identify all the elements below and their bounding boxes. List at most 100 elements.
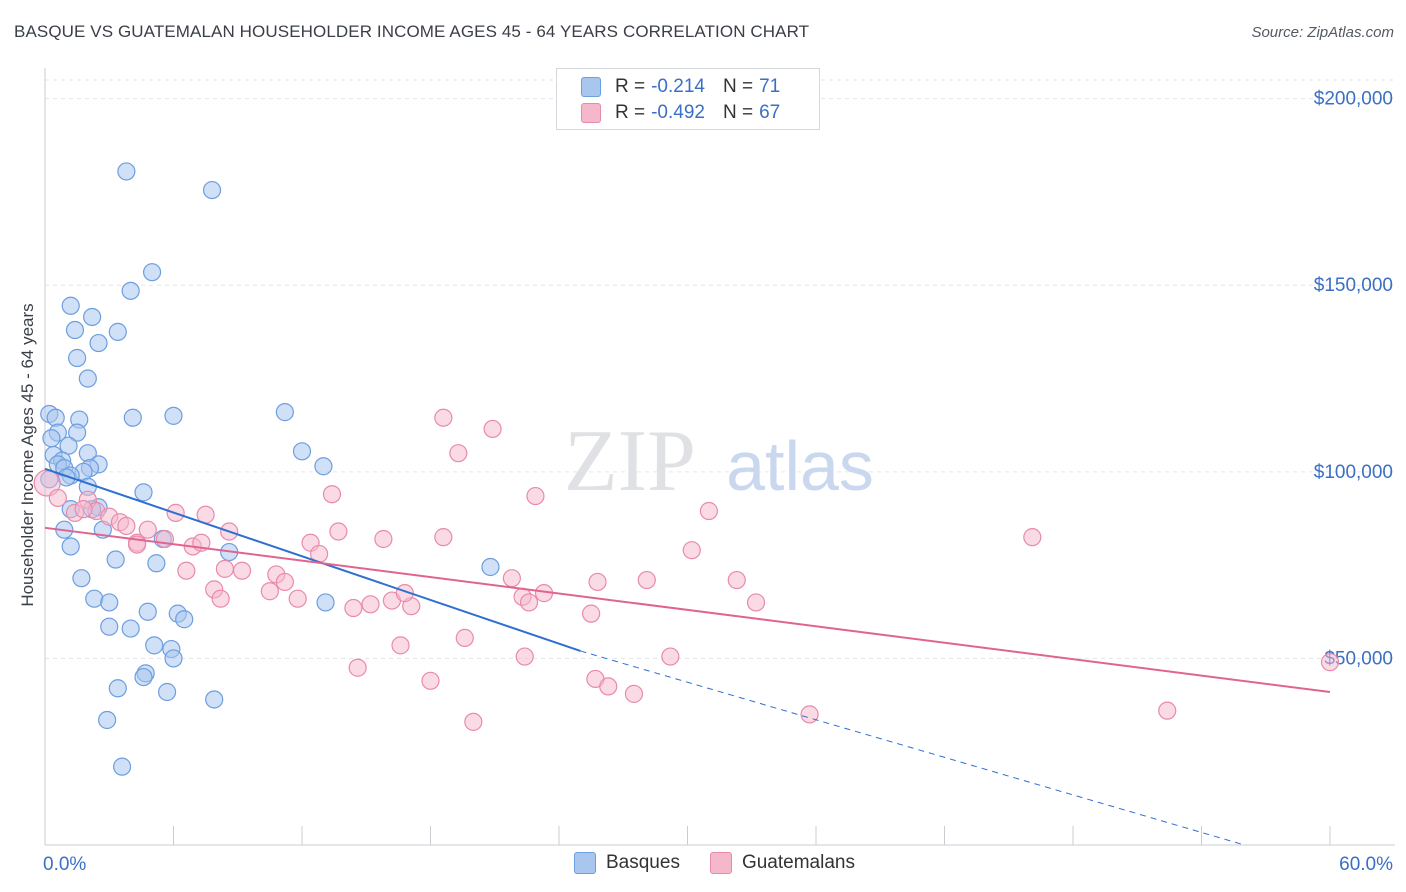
basques-point	[142, 263, 162, 282]
basques-point	[314, 457, 333, 476]
basques-point	[100, 617, 119, 636]
basques-point	[65, 320, 85, 340]
basques-point	[108, 322, 127, 341]
guatemalans-point	[232, 561, 252, 580]
watermark: ZIP atlas	[564, 413, 874, 510]
basques-point	[164, 406, 183, 425]
guatemalans-point	[464, 712, 483, 731]
r-label: R =	[615, 76, 646, 97]
guatemalans-point	[519, 593, 539, 612]
r-value: -0.214	[651, 76, 705, 97]
basques-point	[108, 679, 127, 698]
guatemalans-point	[344, 598, 363, 618]
guatemalans-point	[515, 647, 534, 666]
guatemalans-point	[215, 559, 234, 578]
legend-row-guatemalans: R = -0.492 N = 67	[581, 101, 780, 125]
series-legend: Basques Guatemalans	[574, 852, 885, 874]
guatemalans-legend-swatch	[709, 852, 732, 874]
x-tick-label: 60.0%	[1339, 854, 1393, 875]
guatemalans-point	[288, 589, 307, 608]
basques-point	[164, 649, 183, 668]
guatemalans-point	[177, 561, 196, 580]
basques-point	[121, 619, 140, 638]
basques-point	[46, 408, 65, 427]
guatemalans-point	[434, 408, 453, 427]
guatemalans-point	[582, 604, 601, 623]
guatemalans-point	[434, 528, 453, 547]
guatemalans-swatch	[581, 103, 601, 123]
guatemalans-point	[211, 589, 230, 608]
guatemalans-point	[746, 593, 766, 612]
basques-point	[68, 423, 87, 442]
x-tick-label: 0.0%	[43, 854, 86, 875]
r-value: -0.492	[651, 102, 705, 123]
basques-point	[138, 602, 157, 621]
basques-point	[85, 589, 104, 608]
basques-point	[157, 682, 177, 702]
guatemalans-point	[1023, 528, 1042, 547]
basques-legend-label: Basques	[606, 852, 680, 873]
basques-swatch	[581, 77, 601, 97]
basques-point	[61, 537, 80, 556]
guatemalans-point	[1158, 701, 1177, 720]
basques-point	[117, 162, 136, 181]
basques-point	[100, 593, 119, 612]
basques-point	[147, 554, 166, 573]
guatemalans-point	[260, 582, 279, 601]
n-value: 67	[759, 102, 781, 123]
guatemalans-point	[800, 705, 819, 724]
y-tick-label: $100,000	[1314, 462, 1393, 483]
r-label: R =	[615, 102, 646, 123]
basques-point	[112, 757, 132, 776]
guatemalans-point	[329, 522, 348, 541]
basques-point	[68, 348, 87, 368]
guatemalans-point	[502, 569, 521, 588]
legend-item-guatemalans[interactable]: Guatemalans	[709, 852, 855, 874]
basques-trend-extension	[580, 650, 1247, 845]
basques-point	[481, 557, 500, 577]
basques-point	[316, 593, 335, 612]
guatemalans-points	[33, 408, 1340, 731]
guatemalans-point	[624, 684, 644, 703]
trend-lines	[44, 467, 1331, 845]
watermark-zip: ZIP	[564, 413, 696, 510]
basques-point	[78, 369, 97, 388]
guatemalans-point	[138, 520, 157, 539]
basques-point	[134, 483, 153, 502]
guatemalans-point	[661, 647, 680, 666]
guatemalans-point	[421, 671, 440, 690]
guatemalans-point	[275, 572, 294, 592]
basques-legend-swatch	[574, 852, 596, 874]
legend-item-basques[interactable]: Basques	[574, 852, 680, 874]
guatemalans-point	[74, 500, 93, 519]
basques-point	[145, 636, 164, 655]
guatemalans-legend-label: Guatemalans	[741, 852, 855, 873]
basques-point	[72, 569, 91, 588]
guatemalans-point	[483, 419, 502, 439]
guatemalans-point	[1320, 653, 1340, 672]
y-tick-label: $50,000	[1324, 648, 1393, 669]
basques-point	[275, 403, 294, 422]
source-credit: Source: ZipAtlas.com	[1251, 24, 1394, 41]
chart-title: BASQUE VS GUATEMALAN HOUSEHOLDER INCOME …	[14, 22, 810, 41]
basques-trend-line	[44, 467, 581, 652]
basques-point	[89, 333, 108, 353]
axes	[44, 68, 1395, 846]
guatemalans-point	[727, 570, 746, 590]
basques-point	[292, 442, 312, 461]
guatemalans-point	[637, 570, 656, 590]
y-tick-label: $150,000	[1314, 275, 1393, 296]
guatemalans-point	[391, 636, 410, 655]
basques-point	[42, 429, 61, 448]
guatemalans-trend-line	[44, 526, 1331, 693]
guatemalans-point	[117, 516, 136, 536]
basques-point	[202, 180, 222, 200]
y-tick-label: $200,000	[1314, 89, 1393, 110]
basques-point	[134, 667, 153, 687]
basques-point	[121, 281, 140, 300]
basques-point	[83, 307, 102, 327]
tick-labels: $50,000 $100,000 $150,000 $200,000 0.0% 60.0%	[43, 89, 1393, 875]
basques-point	[98, 710, 117, 730]
guatemalans-point	[449, 444, 468, 463]
